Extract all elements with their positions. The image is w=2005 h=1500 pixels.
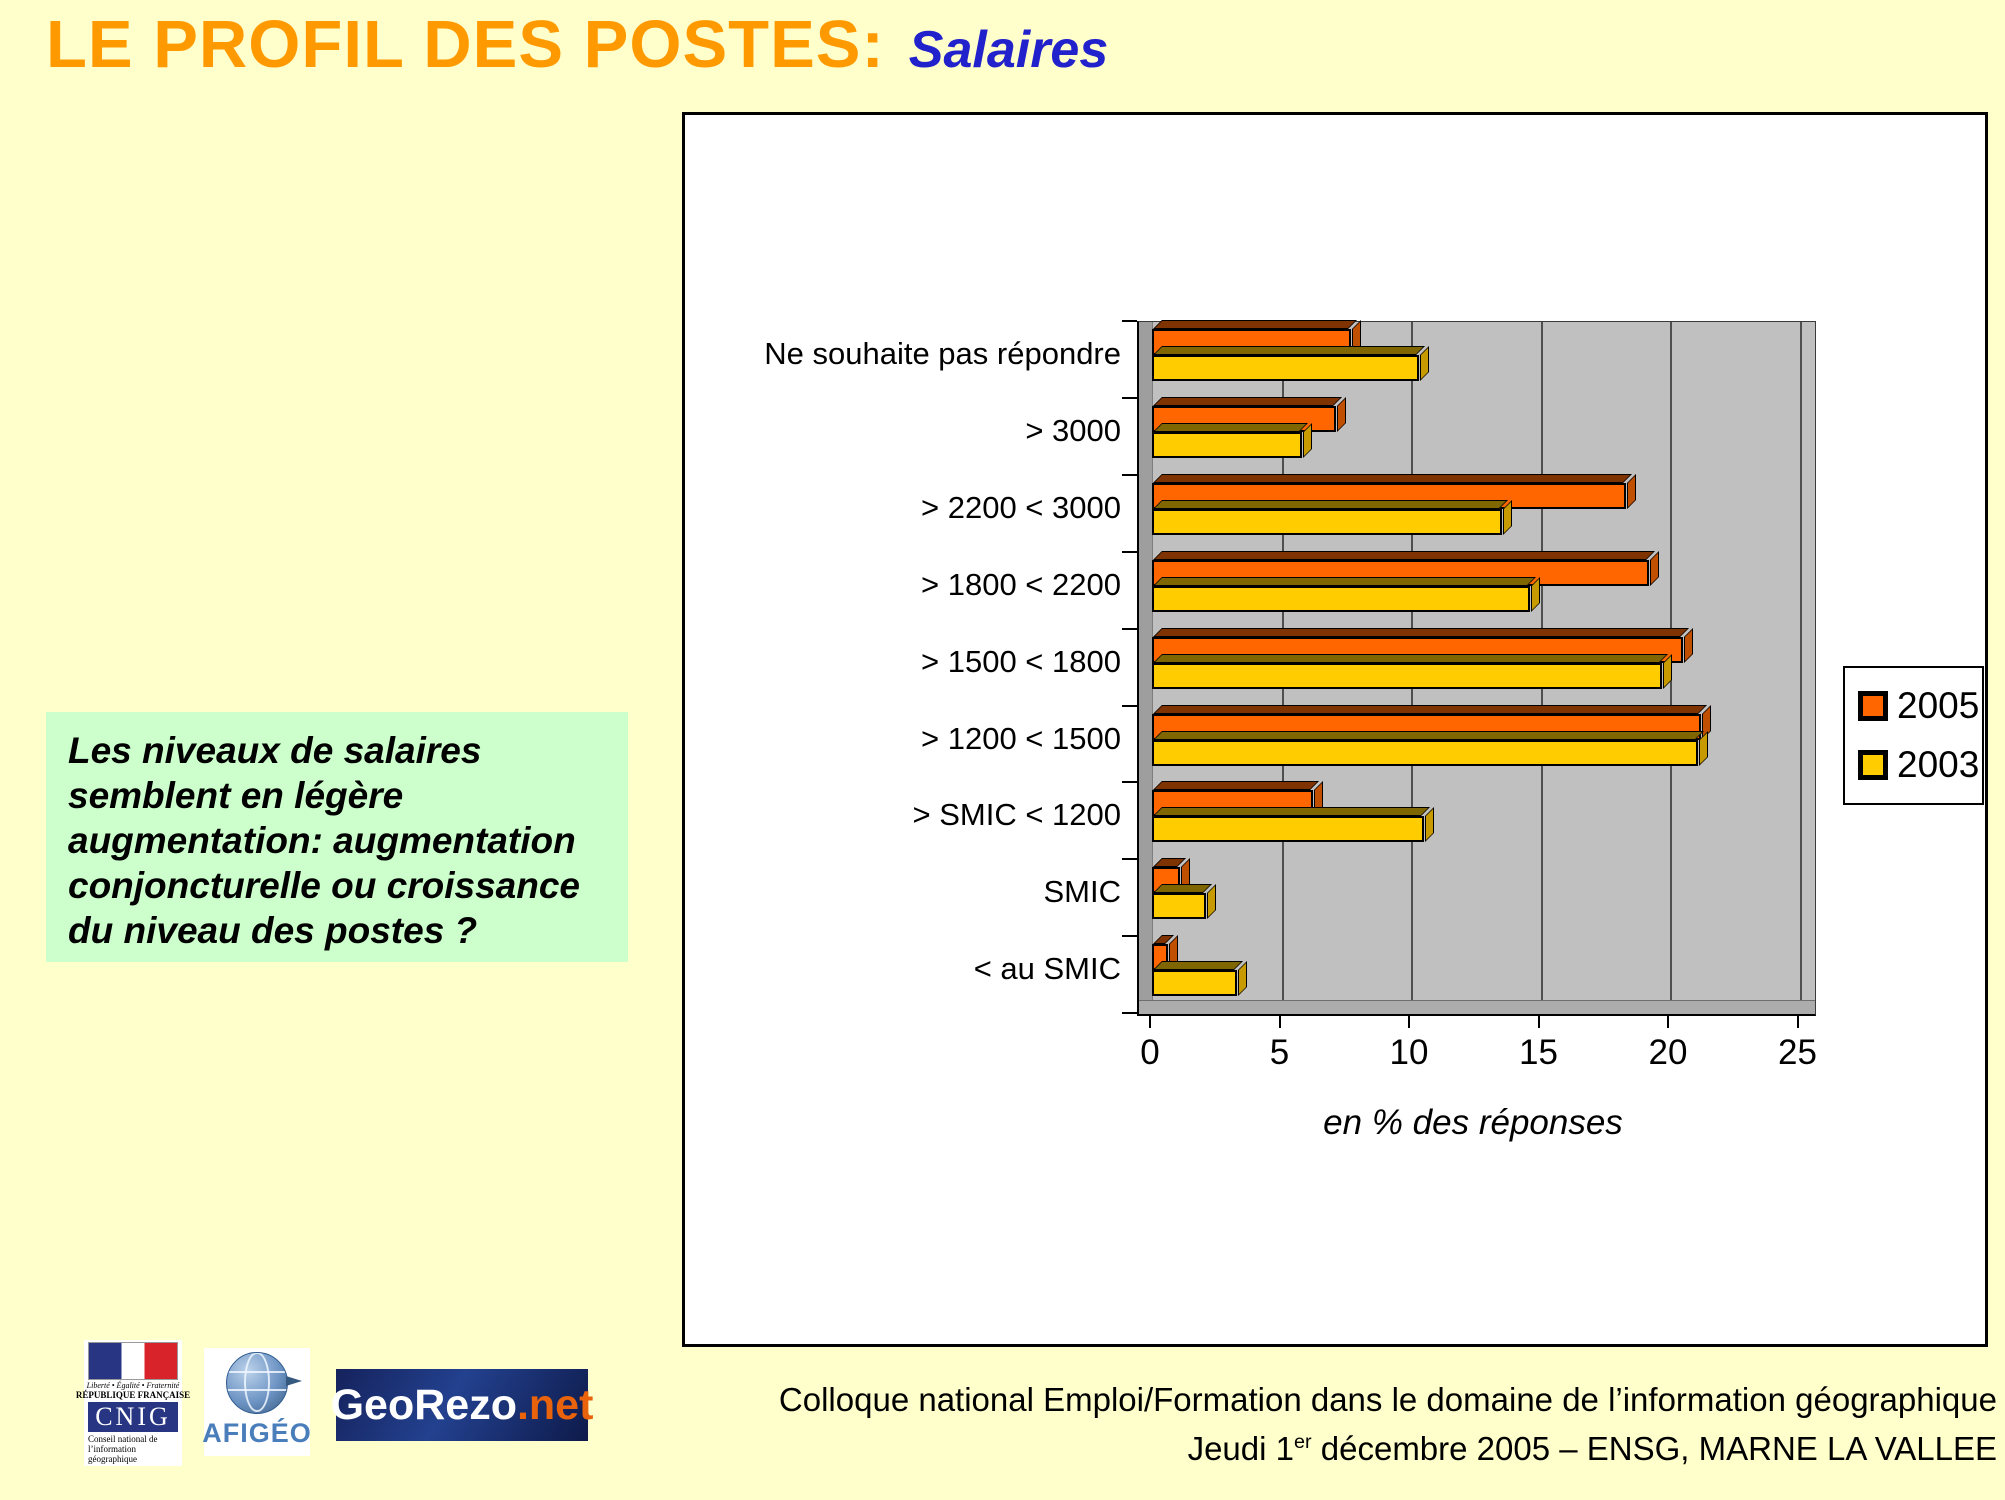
cnig-motto: Liberté • Égalité • Fraternité	[86, 1381, 180, 1390]
category-tick	[1122, 627, 1137, 630]
globe-icon	[226, 1352, 288, 1414]
bar-2003	[1152, 653, 1673, 689]
bar-2003	[1152, 576, 1541, 612]
bar-top-face	[1153, 346, 1425, 355]
x-axis-tick	[1667, 1015, 1669, 1028]
bar-side-face	[1238, 961, 1248, 997]
category-tick	[1122, 550, 1137, 553]
bar-2003	[1152, 884, 1217, 920]
bar-2003	[1152, 499, 1512, 535]
french-flag-icon	[88, 1342, 178, 1380]
bar-side-face	[1419, 346, 1429, 381]
footer: Colloque national Emploi/Formation dans …	[779, 1378, 1997, 1470]
chart-3d-wall	[1139, 322, 1153, 1014]
category-tick	[1122, 473, 1137, 476]
category-tick	[1122, 858, 1137, 861]
bar-side-face	[1650, 550, 1660, 586]
bar-side-face	[1336, 396, 1346, 432]
bar-side-face	[1683, 627, 1693, 663]
bar-top-face	[1153, 550, 1656, 560]
category-tick	[1122, 320, 1137, 322]
bar-top-face	[1153, 961, 1244, 971]
bar-top-face	[1153, 576, 1537, 586]
page-title-subtitle: Salaires	[908, 21, 1109, 79]
legend-label: 2005	[1897, 685, 1980, 726]
x-axis-tick	[1537, 1015, 1540, 1028]
legend-swatch	[1858, 691, 1888, 721]
footer-line1: Colloque national Emploi/Formation dans …	[778, 1381, 1997, 1418]
x-axis-tick-label: 10	[1389, 1033, 1429, 1072]
x-axis-tick	[1408, 1015, 1410, 1028]
bar-top-face	[1153, 730, 1705, 740]
category-label: > 3000	[1025, 412, 1121, 448]
bar-side-face	[1626, 473, 1636, 509]
bar-2003	[1152, 807, 1434, 843]
category-tick	[1122, 1012, 1137, 1015]
dart-icon	[286, 1376, 302, 1386]
page-title-main: LE PROFIL DES POSTES:	[46, 7, 885, 82]
legend-item-2005: 2005	[1858, 685, 1982, 727]
georezo-logo: GeoRezo .net	[331, 1369, 593, 1441]
bar-top-face	[1153, 499, 1508, 509]
legend-item-2003: 2003	[1858, 744, 1982, 786]
category-tick	[1122, 396, 1137, 399]
x-axis-tick	[1796, 1015, 1799, 1028]
georezo-name: GeoRezo	[330, 1380, 517, 1429]
category-label: > 2200 < 3000	[921, 489, 1121, 525]
bar-top-face	[1153, 422, 1309, 432]
x-axis-tick-label: 5	[1269, 1033, 1290, 1072]
bar-top-face	[1153, 807, 1430, 817]
category-label: > 1800 < 2200	[921, 566, 1121, 602]
afigeo-logo: AFIGÉO	[202, 1348, 312, 1456]
bar-top-face	[1153, 653, 1669, 663]
georezo-tld: .net	[516, 1380, 594, 1429]
bar-2003	[1152, 730, 1709, 766]
chart-frame: Ne souhaite pas répondre > 3000 > 2200 < 3…	[682, 112, 1988, 1347]
x-axis-tick-label: 20	[1648, 1033, 1688, 1072]
category-label: > SMIC < 1200	[912, 797, 1121, 833]
bar-top-face	[1153, 781, 1319, 791]
bar-top-face	[1153, 473, 1632, 483]
bar-side-face	[1207, 884, 1217, 920]
x-axis-tick	[1278, 1015, 1281, 1028]
category-tick	[1122, 781, 1137, 784]
x-axis-tick	[1149, 1015, 1151, 1028]
legend-swatch	[1858, 750, 1888, 780]
note-box: Les niveaux de salaires semblent en légè…	[46, 712, 628, 962]
x-axis-tick-label: 25	[1778, 1033, 1817, 1072]
footer-line2: Jeudi 1er décembre 2005 – ENSG, MARNE LA…	[1187, 1430, 1997, 1467]
bar-top-face	[1153, 627, 1689, 637]
chart-3d-floor	[1139, 1000, 1815, 1014]
bar-side-face	[1424, 807, 1434, 843]
category-label: SMIC	[1043, 874, 1122, 910]
bar-top-face	[1153, 396, 1342, 406]
legend-label: 2003	[1897, 744, 1980, 785]
plot-area	[1137, 320, 1816, 1016]
category-tick	[1122, 935, 1137, 938]
cnig-caption: Conseil national de l’information géogra…	[88, 1434, 158, 1464]
gridline	[1799, 322, 1802, 1014]
cnig-republic: RÉPUBLIQUE FRANÇAISE	[75, 1390, 191, 1400]
bar-2003	[1152, 961, 1248, 997]
bar-top-face	[1153, 704, 1708, 714]
x-axis-title: en % des réponses	[1323, 1103, 1623, 1142]
cnig-acronym: CNIG	[88, 1402, 178, 1432]
category-label: < au SMIC	[973, 951, 1121, 987]
bar-top-face	[1153, 320, 1358, 329]
category-label: Ne souhaite pas répondre	[764, 336, 1121, 371]
x-axis-tick-label: 15	[1519, 1033, 1558, 1072]
chart-legend: 2005 2003	[1843, 666, 1984, 805]
bar-2003	[1152, 346, 1429, 381]
note-text: Les niveaux de salaires semblent en légè…	[68, 730, 580, 951]
category-label: > 1200 < 1500	[921, 720, 1121, 756]
bar-top-face	[1153, 884, 1213, 894]
afigeo-name: AFIGÉO	[202, 1418, 312, 1448]
cnig-logo: Liberté • Égalité • Fraternité RÉPUBLIQU…	[76, 1340, 190, 1466]
category-tick	[1122, 704, 1137, 707]
x-axis-tick-label: 0	[1140, 1033, 1160, 1072]
category-label: > 1500 < 1800	[921, 643, 1121, 679]
bar-2003	[1152, 422, 1313, 458]
page-title: LE PROFIL DES POSTES: Salaires	[46, 6, 1108, 83]
